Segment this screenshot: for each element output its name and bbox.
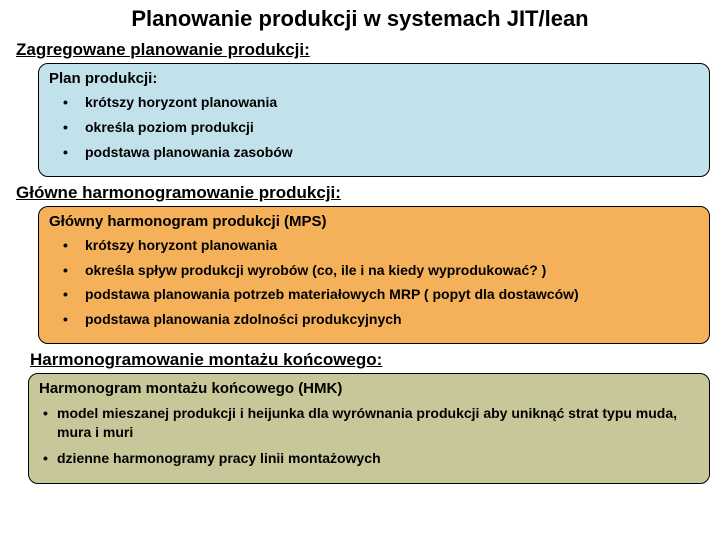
- slide-title: Planowanie produkcji w systemach JIT/lea…: [10, 6, 710, 32]
- section3-bullets: model mieszanej produkcji i heijunka dla…: [39, 404, 699, 468]
- list-item: krótszy horyzont planowania: [85, 93, 699, 112]
- list-item: krótszy horyzont planowania: [85, 236, 699, 255]
- list-item: podstawa planowania zdolności produkcyjn…: [85, 310, 699, 329]
- section3-panel-title: Harmonogram montażu końcowego (HMK): [39, 380, 699, 397]
- list-item: określa poziom produkcji: [85, 118, 699, 137]
- section2-heading: Główne harmonogramowanie produkcji:: [16, 183, 710, 203]
- slide: Planowanie produkcji w systemach JIT/lea…: [0, 0, 720, 540]
- section3-panel: Harmonogram montażu końcowego (HMK) mode…: [28, 373, 710, 484]
- section2-panel: Główny harmonogram produkcji (MPS) króts…: [38, 206, 710, 345]
- section2-panel-title: Główny harmonogram produkcji (MPS): [49, 213, 699, 230]
- section1-panel-title: Plan produkcji:: [49, 70, 699, 87]
- section3-heading: Harmonogramowanie montażu końcowego:: [30, 350, 710, 370]
- section1-bullets: krótszy horyzont planowania określa pozi…: [49, 93, 699, 162]
- list-item: dzienne harmonogramy pracy linii montażo…: [57, 449, 699, 468]
- list-item: określa spływ produkcji wyrobów (co, ile…: [85, 261, 699, 280]
- section1-heading: Zagregowane planowanie produkcji:: [16, 40, 710, 60]
- section2-bullets: krótszy horyzont planowania określa spły…: [49, 236, 699, 330]
- section1-panel: Plan produkcji: krótszy horyzont planowa…: [38, 63, 710, 177]
- list-item: podstawa planowania potrzeb materiałowyc…: [85, 285, 699, 304]
- list-item: model mieszanej produkcji i heijunka dla…: [57, 404, 699, 442]
- list-item: podstawa planowania zasobów: [85, 143, 699, 162]
